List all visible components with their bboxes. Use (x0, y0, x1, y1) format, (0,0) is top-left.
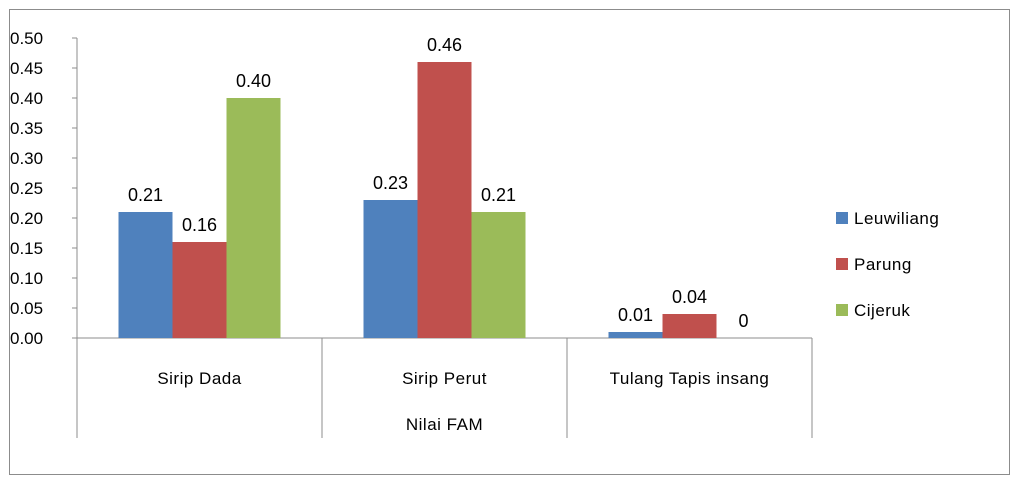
y-tick-label: 0.20 (10, 209, 43, 228)
x-axis-title: Nilai FAM (406, 415, 483, 434)
data-label: 0.01 (618, 305, 653, 325)
legend-swatch-cijeruk (836, 304, 848, 316)
y-tick-label: 0.10 (10, 269, 43, 288)
data-label: 0.04 (672, 287, 707, 307)
data-label: 0 (738, 311, 748, 331)
legend-label: Parung (854, 255, 912, 274)
bar-cijeruk (226, 98, 281, 338)
bar-parung (417, 62, 472, 338)
legend-label: Cijeruk (854, 301, 910, 320)
bar-leuwiliang (608, 332, 663, 338)
y-tick-label: 0.15 (10, 239, 43, 258)
y-tick-label: 0.05 (10, 299, 43, 318)
y-tick-label: 0.45 (10, 59, 43, 78)
legend-label: Leuwiliang (854, 209, 939, 228)
bar-leuwiliang (363, 200, 418, 338)
bar-cijeruk (471, 212, 526, 338)
y-tick-label: 0.50 (10, 29, 43, 48)
y-tick-label: 0.35 (10, 119, 43, 138)
x-category-label: Sirip Dada (157, 369, 241, 388)
y-tick-label: 0.25 (10, 179, 43, 198)
data-label: 0.21 (481, 185, 516, 205)
x-category-label: Tulang Tapis insang (610, 369, 770, 388)
data-label: 0.46 (427, 35, 462, 55)
bar-parung (662, 314, 717, 338)
legend-swatch-leuwiliang (836, 212, 848, 224)
data-label: 0.16 (182, 215, 217, 235)
data-label: 0.23 (373, 173, 408, 193)
y-tick-label: 0.00 (10, 329, 43, 348)
data-label: 0.40 (236, 71, 271, 91)
bar-parung (172, 242, 227, 338)
bar-leuwiliang (118, 212, 173, 338)
y-tick-label: 0.30 (10, 149, 43, 168)
y-tick-label: 0.40 (10, 89, 43, 108)
data-label: 0.21 (128, 185, 163, 205)
x-category-label: Sirip Perut (402, 369, 487, 388)
legend-swatch-parung (836, 258, 848, 270)
